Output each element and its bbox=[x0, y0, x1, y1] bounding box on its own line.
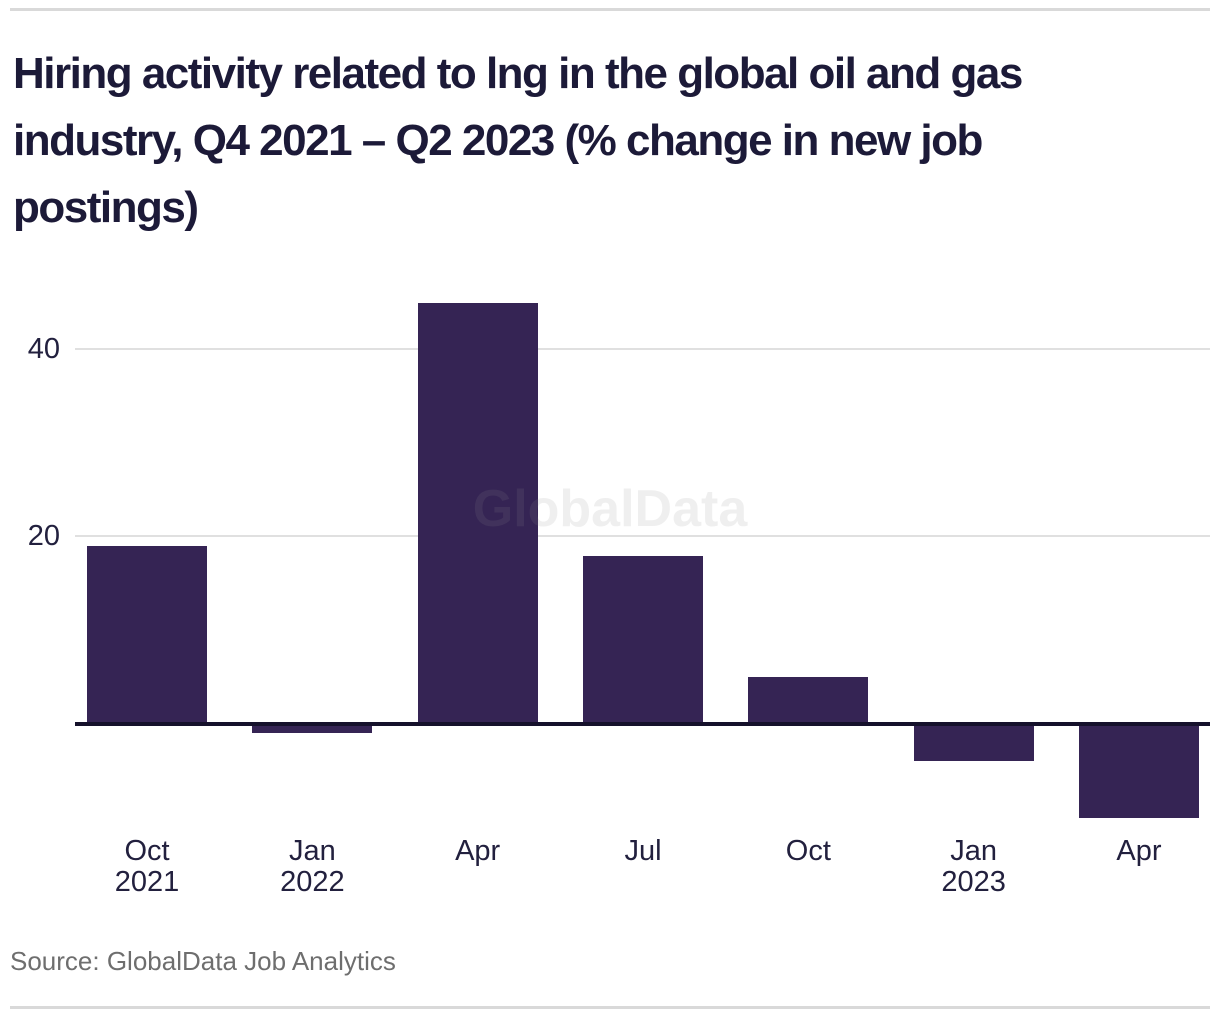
source-caption: Source: GlobalData Job Analytics bbox=[10, 946, 396, 976]
x-axis-label-oct-2022: Oct bbox=[728, 836, 888, 867]
x-axis-label-line: Apr bbox=[455, 835, 501, 867]
x-axis-label-oct-2021: Oct 2021 bbox=[67, 836, 227, 898]
y-axis-label-40: 40 bbox=[27, 333, 60, 365]
x-axis-label-line: 2023 bbox=[941, 866, 1006, 898]
chart-title-line-2: industry, Q4 2021 – Q2 2023 (% change in… bbox=[13, 116, 983, 165]
chart-title-line-1: Hiring activity related to lng in the gl… bbox=[13, 49, 1023, 98]
x-axis-label-jul-2022: Jul bbox=[563, 836, 723, 867]
globaldata-watermark: GlobalData bbox=[472, 480, 748, 538]
x-axis-label-line: Oct bbox=[785, 835, 831, 867]
bar-jan-2022 bbox=[252, 725, 373, 734]
x-axis-label-line: Jan bbox=[288, 835, 336, 867]
bar-jan-2023 bbox=[913, 725, 1034, 762]
x-axis-label-jan-2023: Jan 2023 bbox=[894, 836, 1054, 898]
gridline-40 bbox=[75, 348, 1210, 350]
chart-title-line-3: postings) bbox=[13, 183, 199, 232]
x-axis-label-line: Jul bbox=[624, 835, 662, 867]
bar-oct-2021 bbox=[87, 546, 207, 722]
bar-apr-2022 bbox=[417, 303, 538, 722]
gridline-20 bbox=[75, 535, 1210, 537]
x-axis-line bbox=[75, 722, 1210, 726]
x-axis-label-line: Apr bbox=[1116, 835, 1162, 867]
x-axis-label-line: Jan bbox=[950, 835, 998, 867]
x-axis-label-jan-2022: Jan 2022 bbox=[232, 836, 392, 898]
x-axis-label-line: 2021 bbox=[114, 866, 180, 898]
bottom-divider bbox=[10, 1006, 1210, 1009]
bar-jul-2022 bbox=[582, 555, 703, 722]
chart-title: Hiring activity related to lng in the gl… bbox=[13, 40, 1218, 241]
top-divider bbox=[10, 8, 1210, 11]
x-axis-label-line: Oct bbox=[124, 835, 170, 867]
y-axis-label-20: 20 bbox=[27, 520, 60, 552]
x-axis-label-apr-2022: Apr bbox=[398, 836, 558, 867]
x-axis-label-line: 2022 bbox=[280, 866, 345, 898]
x-axis-label-apr-2023: Apr bbox=[1059, 836, 1219, 867]
bar-oct-2022 bbox=[748, 677, 869, 722]
bar-apr-2023 bbox=[1078, 725, 1199, 818]
